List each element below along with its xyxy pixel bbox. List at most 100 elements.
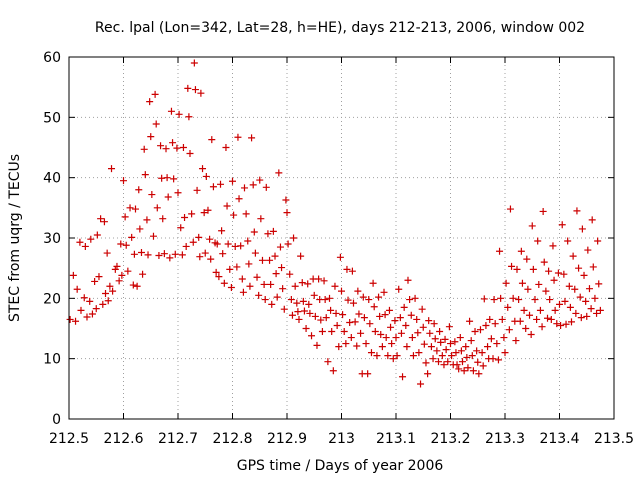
data-point — [335, 343, 343, 351]
y-tick-label: 10 — [43, 352, 61, 368]
data-point — [549, 242, 557, 250]
data-point — [297, 252, 305, 260]
data-point — [80, 294, 88, 302]
data-point — [177, 224, 185, 232]
data-point — [193, 186, 201, 194]
data-point — [588, 216, 596, 224]
data-point — [336, 253, 344, 261]
data-point — [200, 209, 208, 217]
data-point — [109, 287, 117, 295]
data-point — [146, 98, 154, 106]
data-point — [550, 276, 558, 284]
data-point — [295, 315, 303, 323]
data-point — [388, 340, 396, 348]
data-point — [433, 347, 441, 355]
data-point — [267, 280, 275, 288]
data-point — [340, 328, 348, 336]
data-point — [188, 210, 196, 218]
data-point — [220, 279, 228, 287]
data-point — [346, 318, 354, 326]
data-point — [487, 335, 495, 343]
data-point — [373, 352, 381, 360]
data-point — [467, 337, 475, 345]
data-point — [582, 297, 590, 305]
data-point — [333, 321, 341, 329]
data-point — [306, 309, 314, 317]
data-point — [163, 174, 171, 182]
data-point — [171, 250, 179, 258]
data-points — [66, 59, 604, 388]
data-point — [544, 314, 552, 322]
data-point — [174, 189, 182, 197]
data-point — [169, 139, 177, 147]
x-tick-label: 213.5 — [594, 431, 634, 447]
data-point — [213, 240, 221, 248]
data-point — [562, 320, 570, 328]
data-point — [440, 361, 448, 369]
data-point — [186, 150, 194, 158]
data-point — [258, 256, 266, 264]
data-point — [535, 280, 543, 288]
data-point — [331, 282, 339, 290]
y-tick-label: 50 — [43, 110, 61, 126]
data-point — [418, 305, 426, 313]
data-point — [92, 305, 100, 313]
data-point — [480, 295, 488, 303]
data-point — [452, 349, 460, 357]
data-point — [497, 294, 505, 302]
data-point — [437, 338, 445, 346]
data-point — [99, 300, 107, 308]
data-point — [540, 258, 548, 266]
data-point — [344, 296, 352, 304]
data-point — [547, 315, 555, 323]
data-point — [486, 315, 494, 323]
x-axis-label: GPS time / Days of year 2006 — [237, 458, 444, 474]
data-point — [516, 317, 524, 325]
data-point — [291, 282, 299, 290]
data-point — [475, 370, 483, 378]
data-point — [469, 367, 477, 375]
data-point — [83, 313, 91, 321]
data-point — [391, 317, 399, 325]
data-point — [351, 318, 359, 326]
data-point — [419, 323, 427, 331]
data-point — [426, 329, 434, 337]
data-point — [108, 165, 116, 173]
data-point — [508, 262, 516, 270]
data-point — [195, 233, 203, 241]
data-point — [357, 329, 365, 337]
data-point — [496, 247, 504, 255]
data-point — [224, 240, 232, 248]
data-point — [137, 248, 145, 256]
data-point — [468, 352, 476, 360]
data-point — [427, 343, 435, 351]
data-point — [576, 293, 584, 301]
data-point — [529, 265, 537, 273]
data-point — [170, 175, 178, 183]
data-point — [300, 307, 308, 315]
data-point — [545, 267, 553, 275]
data-point — [115, 277, 123, 285]
data-point — [445, 323, 453, 331]
data-point — [320, 277, 328, 285]
data-point — [262, 183, 270, 191]
data-point — [354, 287, 362, 295]
data-point — [360, 314, 368, 322]
data-point — [223, 202, 231, 210]
data-point — [81, 242, 89, 250]
data-point — [387, 323, 395, 331]
data-point — [253, 273, 261, 281]
data-point — [560, 270, 568, 278]
data-point — [384, 352, 392, 360]
data-point — [571, 285, 579, 293]
data-point — [429, 355, 437, 363]
data-point — [347, 334, 355, 342]
y-axis-ticks: 0 10 20 30 40 50 60 — [43, 50, 614, 428]
data-point — [124, 267, 132, 275]
data-point — [505, 326, 513, 334]
data-point — [512, 337, 520, 345]
data-point — [173, 144, 181, 152]
data-point — [231, 242, 239, 250]
data-point — [523, 255, 531, 263]
data-point — [321, 296, 329, 304]
